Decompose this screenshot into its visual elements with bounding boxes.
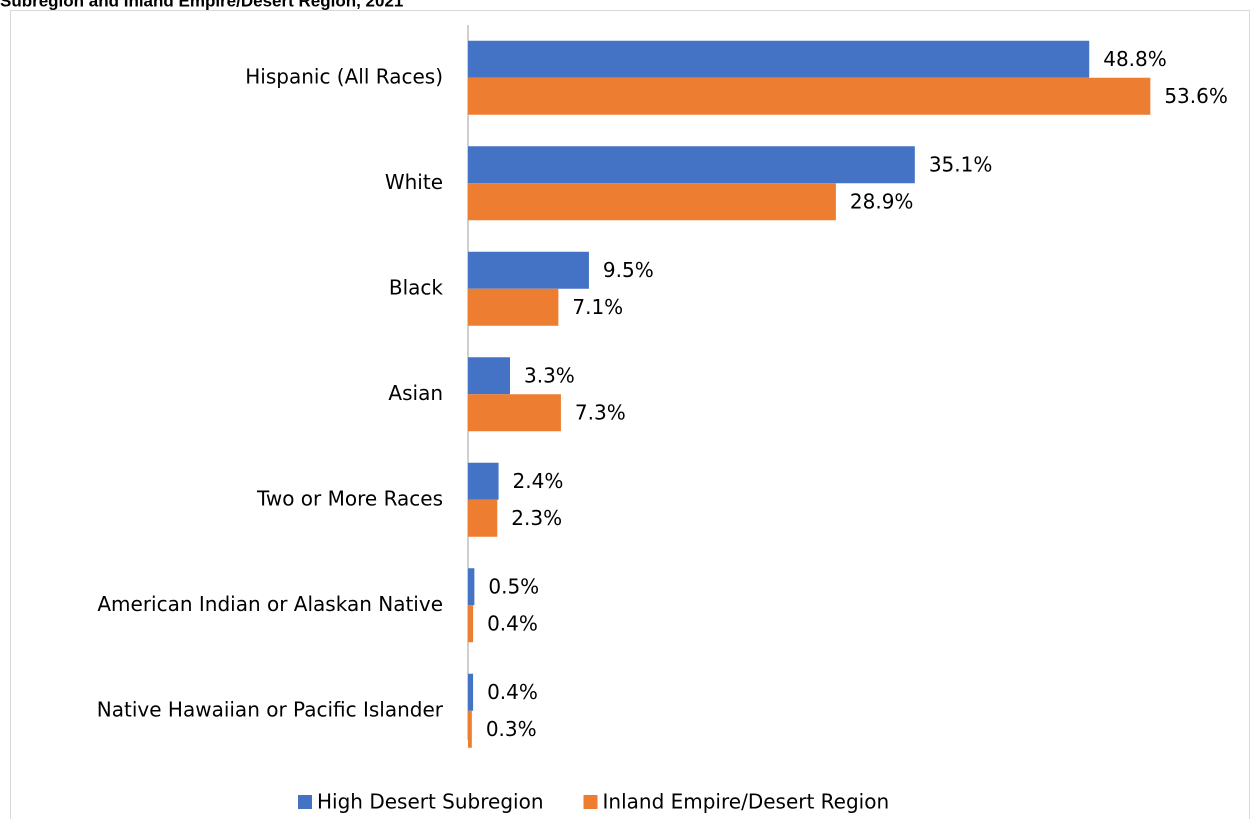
legend-label: High Desert Subregion (317, 790, 544, 814)
value-label: 0.3% (486, 717, 537, 741)
bar (468, 462, 499, 500)
value-label: 3.3% (524, 363, 575, 387)
bar (468, 357, 511, 395)
category-label: Black (389, 275, 444, 299)
category-label: Hispanic (All Races) (245, 64, 443, 88)
value-label: 35.1% (929, 152, 993, 176)
value-label: 28.9% (850, 189, 914, 213)
bar (468, 288, 559, 326)
category-label: Asian (388, 381, 443, 405)
bar (468, 605, 474, 643)
value-label: 0.4% (487, 680, 538, 704)
bar (468, 499, 498, 537)
chart-frame (10, 10, 1250, 819)
category-label: American Indian or Alaskan Native (97, 592, 443, 616)
value-label: 48.8% (1103, 47, 1167, 71)
value-label: 0.5% (488, 574, 539, 598)
bar (468, 710, 472, 748)
value-label: 53.6% (1164, 84, 1228, 108)
bar (468, 251, 589, 289)
bar (468, 77, 1151, 115)
bar (468, 183, 836, 221)
value-label: 0.4% (487, 611, 538, 635)
category-label: Two or More Races (256, 486, 443, 510)
bar (468, 146, 915, 184)
value-label: 7.1% (572, 295, 623, 319)
bar (468, 673, 474, 711)
value-label: 9.5% (603, 258, 654, 282)
legend-swatch (583, 795, 598, 809)
legend-swatch (298, 795, 312, 809)
bar (468, 40, 1090, 78)
bar (468, 568, 475, 606)
legend-label: Inland Empire/Desert Region (603, 790, 890, 814)
value-label: 7.3% (575, 400, 626, 424)
value-label: 2.4% (513, 469, 564, 493)
category-label: Native Hawaiian or Pacific Islander (97, 697, 444, 721)
bar (468, 394, 561, 432)
chart-title: Subregion and Inland Empire/Desert Regio… (0, 0, 403, 10)
category-label: White (385, 170, 443, 194)
value-label: 2.3% (511, 506, 562, 530)
